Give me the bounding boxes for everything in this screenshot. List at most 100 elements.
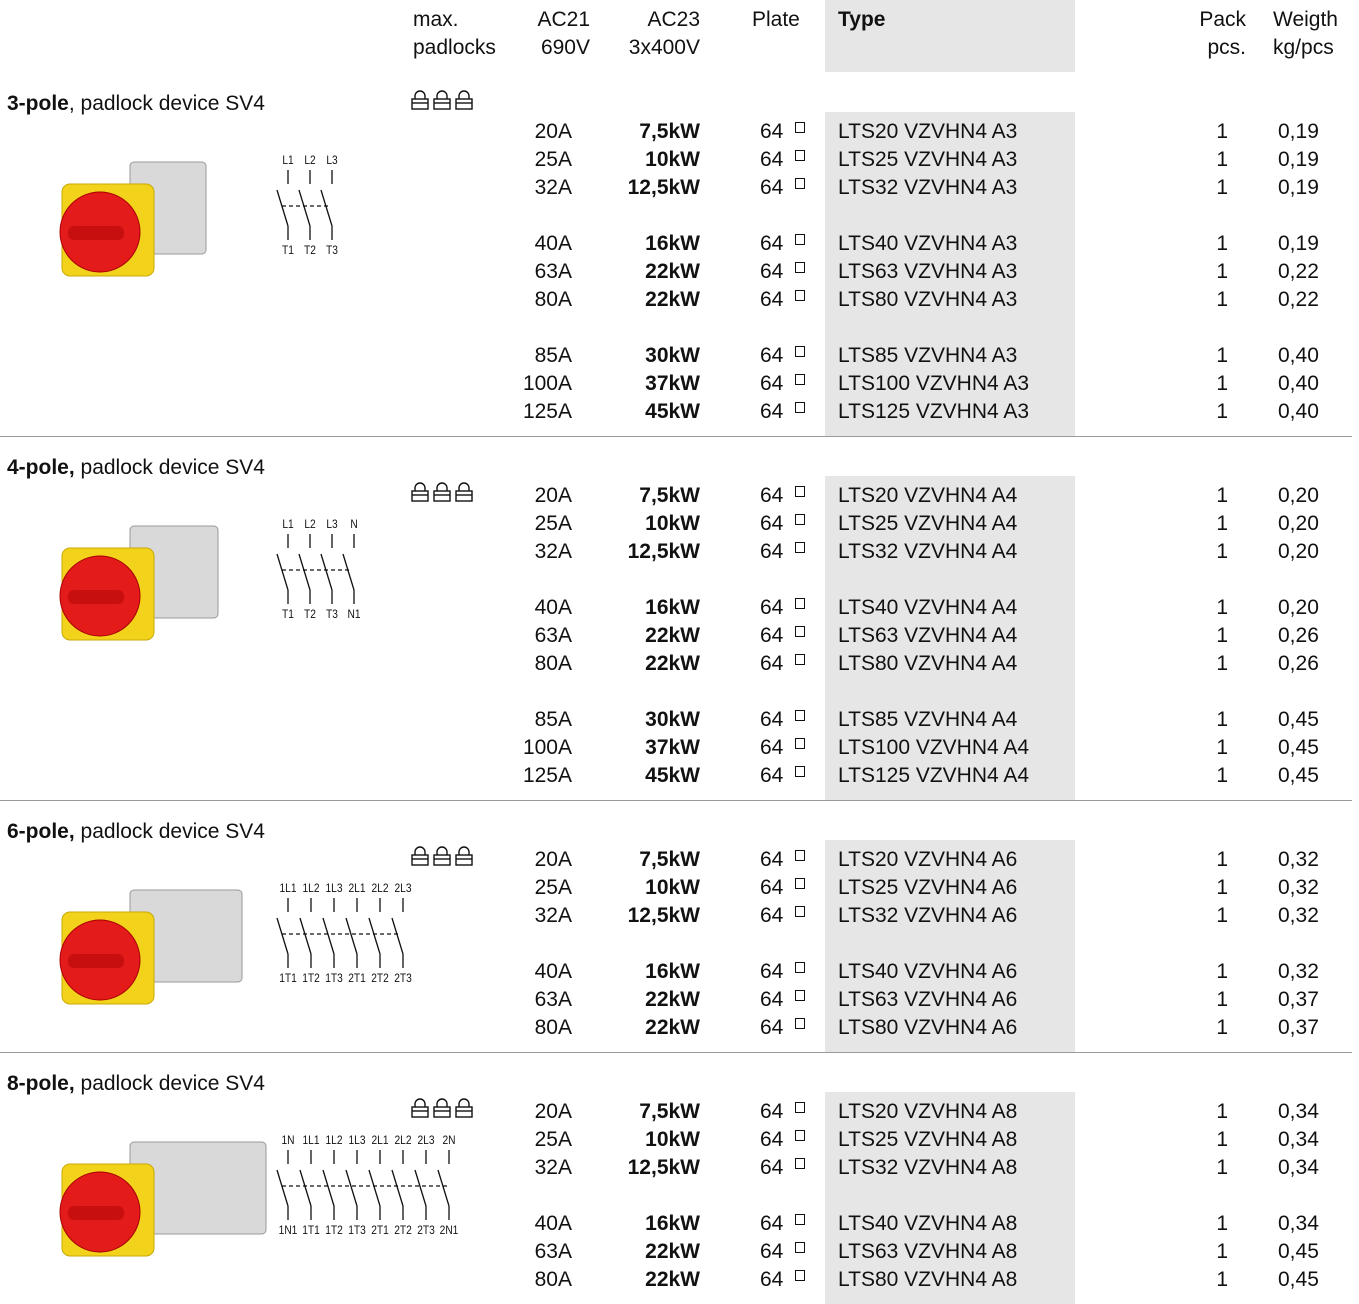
header-ac21: 690V (540, 36, 590, 59)
pole-label-bottom: 1T2 (302, 971, 320, 985)
weight: 0,45 (1278, 1268, 1319, 1291)
pole-label-top: L2 (304, 517, 316, 531)
plate: 64 (760, 484, 784, 507)
padlock-body (411, 854, 429, 866)
weight: 0,22 (1278, 288, 1319, 311)
pack: 1 (1216, 148, 1228, 171)
pole-contact (342, 534, 355, 604)
title-bold: 6-pole, (7, 820, 75, 843)
plate: 64 (760, 736, 784, 759)
pack: 1 (1216, 960, 1228, 983)
padlock-icon (411, 1098, 429, 1118)
ac21: 63A (534, 988, 572, 1011)
pole-contact (391, 898, 404, 968)
pack: 1 (1216, 120, 1228, 143)
type-column-bg (825, 0, 1075, 72)
weight: 0,19 (1278, 120, 1319, 143)
pack: 1 (1216, 232, 1228, 255)
pole-label-top: 2L2 (371, 881, 389, 895)
padlock-icon (433, 482, 451, 502)
contact-blade (391, 1169, 404, 1207)
plate: 64 (760, 1100, 784, 1123)
product-image (59, 1141, 267, 1257)
type: LTS63 VZVHN4 A6 (838, 988, 1018, 1011)
padlock-shackle (414, 482, 426, 491)
plate-icon (795, 542, 805, 553)
type: LTS80 VZVHN4 A4 (838, 652, 1018, 675)
plate-icon (795, 654, 805, 665)
pole-label-top: L1 (282, 517, 294, 531)
padlock-icon (433, 90, 451, 110)
type: LTS80 VZVHN4 A3 (838, 288, 1018, 311)
weight: 0,19 (1278, 176, 1319, 199)
red-handle (68, 954, 124, 968)
header-pack: Pack (1199, 8, 1246, 31)
type: LTS40 VZVHN4 A8 (838, 1212, 1018, 1235)
pole-label-bottom: 2T2 (371, 971, 389, 985)
pole-contact (276, 898, 289, 968)
pack: 1 (1216, 876, 1228, 899)
ac23: 22kW (645, 288, 700, 311)
title-bold: 8-pole, (7, 1072, 75, 1095)
pole-label-top: 1L1 (279, 881, 297, 895)
padlock-body (455, 98, 473, 110)
padlock-body (455, 490, 473, 502)
padlock-shackle (436, 1098, 448, 1107)
padlock-shackle (458, 90, 470, 99)
plate-icon (795, 1102, 805, 1113)
title-rest: padlock device SV4 (74, 1072, 265, 1095)
header-pack: pcs. (1207, 36, 1246, 59)
pole-contact (298, 170, 311, 240)
type: LTS40 VZVHN4 A4 (838, 596, 1018, 619)
plate: 64 (760, 1268, 784, 1291)
plate: 64 (760, 232, 784, 255)
plate-icon (795, 486, 805, 497)
contact-blade (322, 1169, 335, 1207)
ac21: 40A (534, 1212, 572, 1235)
ac21: 25A (534, 512, 572, 535)
ac21: 80A (534, 1268, 572, 1291)
plate-icon (795, 1270, 805, 1281)
contact-blade (298, 553, 311, 591)
weight: 0,19 (1278, 232, 1319, 255)
padlock-icon (455, 482, 473, 502)
pole-label-bottom: 2T3 (417, 1223, 435, 1237)
plate-icon (795, 150, 805, 161)
padlock-body (411, 98, 429, 110)
type: LTS63 VZVHN4 A3 (838, 260, 1018, 283)
plate-icon (795, 178, 805, 189)
plate: 64 (760, 540, 784, 563)
ac23: 45kW (645, 764, 700, 787)
contact-blade (345, 1169, 358, 1207)
padlock-body (433, 98, 451, 110)
pole-contact (345, 898, 358, 968)
pole-label-bottom: T3 (326, 243, 338, 257)
plate: 64 (760, 708, 784, 731)
section-title: 3-pole, padlock device SV4 (7, 92, 265, 116)
plate-icon (795, 262, 805, 273)
type: LTS32 VZVHN4 A3 (838, 176, 1018, 199)
weight: 0,19 (1278, 148, 1319, 171)
plate-icon (795, 626, 805, 637)
pole-label-bottom: T2 (304, 243, 316, 257)
contact-blade (299, 1169, 312, 1207)
divider (0, 436, 1352, 437)
weight: 0,45 (1278, 1240, 1319, 1263)
pack: 1 (1216, 484, 1228, 507)
ac21: 100A (522, 372, 572, 395)
plate-icon (795, 766, 805, 777)
plate: 64 (760, 400, 784, 423)
section-title: 8-pole, padlock device SV4 (7, 1072, 265, 1096)
pole-label-bottom: 1T3 (325, 971, 343, 985)
weight: 0,32 (1278, 904, 1319, 927)
contact-blade (368, 917, 381, 955)
header-plate: Plate (752, 8, 800, 31)
divider (0, 1052, 1352, 1053)
pole-contact (322, 898, 335, 968)
type: LTS63 VZVHN4 A4 (838, 624, 1018, 647)
pack: 1 (1216, 1268, 1228, 1291)
header-padlocks: max. (413, 8, 459, 31)
pole-label-bottom: 1T3 (348, 1223, 366, 1237)
plate-icon (795, 346, 805, 357)
pole-label-bottom: 2T1 (348, 971, 366, 985)
